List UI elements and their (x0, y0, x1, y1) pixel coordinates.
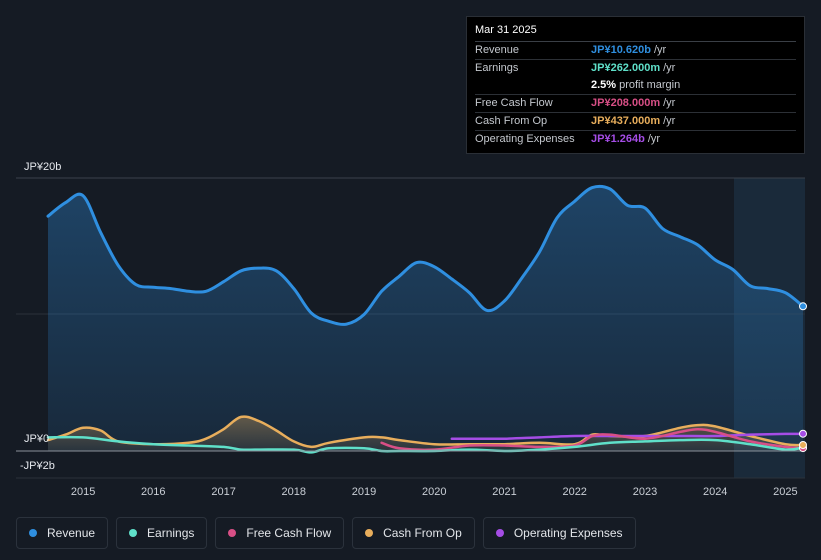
y-tick-label-top: JP¥20b (24, 161, 62, 173)
legend-item-cash-from-op[interactable]: Cash From Op (352, 517, 475, 549)
legend-label: Operating Expenses (513, 526, 623, 540)
tooltip-label: Cash From Op (475, 115, 548, 127)
tooltip-value: JP¥262.000m (591, 62, 661, 74)
endpoint-marker-cash-from-op (799, 441, 807, 449)
x-tick-label: 2019 (352, 486, 376, 498)
tooltip-row-earnings: Earnings JP¥262.000m /yr (475, 60, 796, 77)
x-tick-label: 2025 (773, 486, 797, 498)
tooltip-unit: /yr (663, 97, 676, 109)
series-line-free-cash-flow (380, 427, 805, 452)
tooltip-unit: /yr (647, 133, 661, 145)
x-tick-label: 2021 (492, 486, 516, 498)
tooltip-row-free-cash-flow: Free Cash Flow JP¥208.000m /yr (475, 95, 796, 113)
tooltip-label: Earnings (475, 62, 519, 74)
x-tick-label: 2022 (562, 486, 586, 498)
tooltip-row-operating-expenses: Operating Expenses JP¥1.264b /yr (475, 131, 796, 148)
tooltip-date: Mar 31 2025 (475, 17, 796, 42)
legend: Revenue Earnings Free Cash Flow Cash Fro… (16, 517, 636, 549)
tooltip-unit: /yr (663, 115, 676, 127)
legend-item-earnings[interactable]: Earnings (116, 517, 208, 549)
tooltip-label: Operating Expenses (475, 133, 575, 145)
tooltip-value: JP¥10.620b (591, 44, 651, 56)
legend-item-free-cash-flow[interactable]: Free Cash Flow (215, 517, 345, 549)
x-tick-label: 2016 (141, 486, 165, 498)
x-tick-label: 2024 (703, 486, 727, 498)
tooltip-value: JP¥1.264b (591, 133, 645, 145)
legend-dot-icon (129, 529, 138, 537)
y-tick-label-bottom: -JP¥2b (20, 460, 55, 472)
tooltip-row-profit-margin: 2.5% profit margin (475, 77, 796, 95)
legend-label: Cash From Op (383, 526, 462, 540)
tooltip-label (475, 77, 591, 94)
tooltip-row-revenue: Revenue JP¥10.620b /yr (475, 42, 796, 60)
legend-dot-icon (495, 529, 504, 537)
y-tick-label-zero: JP¥0 (24, 433, 50, 445)
tooltip-value: JP¥437.000m (591, 115, 661, 127)
x-tick-label: 2015 (71, 486, 95, 498)
series-area-revenue (48, 186, 803, 451)
legend-item-revenue[interactable]: Revenue (16, 517, 109, 549)
legend-dot-icon (365, 529, 374, 537)
tooltip-row-cash-from-op: Cash From Op JP¥437.000m /yr (475, 113, 796, 131)
endpoint-markers (799, 302, 807, 453)
tooltip-unit: profit margin (619, 79, 681, 91)
tooltip-label: Free Cash Flow (475, 97, 553, 109)
legend-label: Free Cash Flow (246, 526, 332, 540)
legend-dot-icon (29, 529, 37, 537)
legend-label: Revenue (47, 526, 96, 540)
x-tick-label: 2018 (282, 486, 306, 498)
tooltip-unit: /yr (663, 62, 676, 74)
x-tick-label: 2017 (211, 486, 235, 498)
endpoint-marker-revenue (799, 302, 807, 311)
chart-area: 2015 2016 2017 2018 2019 2020 2021 2022 2023 2024… (16, 177, 807, 498)
legend-item-operating-expenses[interactable]: Operating Expenses (482, 517, 636, 549)
legend-dot-icon (228, 529, 237, 537)
x-axis: 2015 2016 2017 2018 2019 2020 2021 2022 2023 2024… (71, 486, 798, 498)
legend-label: Earnings (147, 526, 195, 540)
tooltip-panel: Mar 31 2025 Revenue JP¥10.620b /yr Earni… (466, 16, 805, 154)
x-tick-label: 2020 (422, 486, 446, 498)
endpoint-marker-operating-expenses (799, 429, 807, 438)
series-layer (46, 184, 805, 454)
tooltip-label: Revenue (475, 44, 520, 56)
tooltip-unit: /yr (653, 44, 667, 56)
x-tick-label: 2023 (633, 486, 657, 498)
series-line-revenue (46, 184, 805, 326)
tooltip-value: JP¥208.000m (591, 97, 661, 109)
tooltip-value: 2.5% (591, 79, 617, 91)
